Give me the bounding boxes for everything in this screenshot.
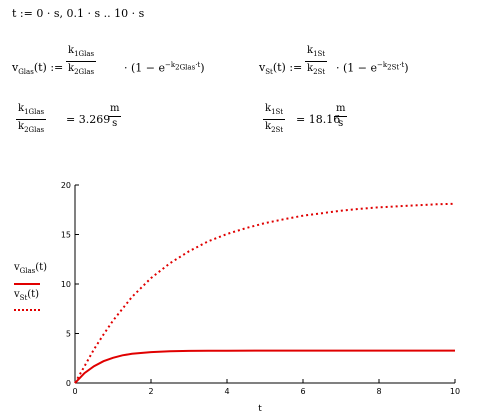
result-st-unit: m s — [334, 103, 348, 129]
legend-line-vglas — [14, 283, 40, 285]
y-tick-label: 15 — [61, 231, 71, 240]
formula-vst-exponential: · (1 − e−k2St·t) — [336, 61, 409, 75]
range-definition: t := 0 · s, 0.1 · s .. 10 · s — [12, 7, 145, 20]
x-tick-label: 4 — [224, 387, 229, 396]
result-st-value: = 18.16 — [296, 113, 341, 126]
y-tick-label: 0 — [66, 379, 71, 388]
formula-vglas-exponential: · (1 − e−k2Glas·t) — [124, 61, 205, 75]
x-tick-label: 6 — [300, 387, 305, 396]
series-line-solid — [74, 349, 455, 384]
formula-vst-lhs: vSt(t) := — [259, 61, 303, 77]
legend-label-vglas: vGlas(t) — [14, 262, 48, 275]
result-glas-fraction: k1Glas k2Glas — [16, 103, 47, 134]
formula-vglas-fraction: k1Glas k2Glas — [66, 45, 97, 76]
y-tick-label: 5 — [66, 330, 71, 339]
x-axis-label: t — [258, 404, 262, 414]
legend-label-vst: vSt(t) — [14, 289, 40, 302]
series-line-dotted — [74, 202, 456, 384]
y-tick-label: 20 — [61, 181, 71, 190]
formula-vglas-lhs: vGlas(t) := — [12, 61, 64, 77]
legend-line-vst — [14, 309, 40, 311]
x-tick-label: 2 — [148, 387, 153, 396]
x-tick-label: 0 — [72, 387, 77, 396]
result-glas-unit: m s — [108, 103, 122, 129]
x-tick-label: 8 — [376, 387, 381, 396]
formula-vst-fraction: k1St k2St — [305, 45, 328, 76]
result-glas-value: = 3.269 — [66, 113, 111, 126]
x-tick-label: 10 — [450, 387, 460, 396]
y-tick-label: 10 — [61, 280, 71, 289]
result-st-fraction: k1St k2St — [263, 103, 286, 134]
